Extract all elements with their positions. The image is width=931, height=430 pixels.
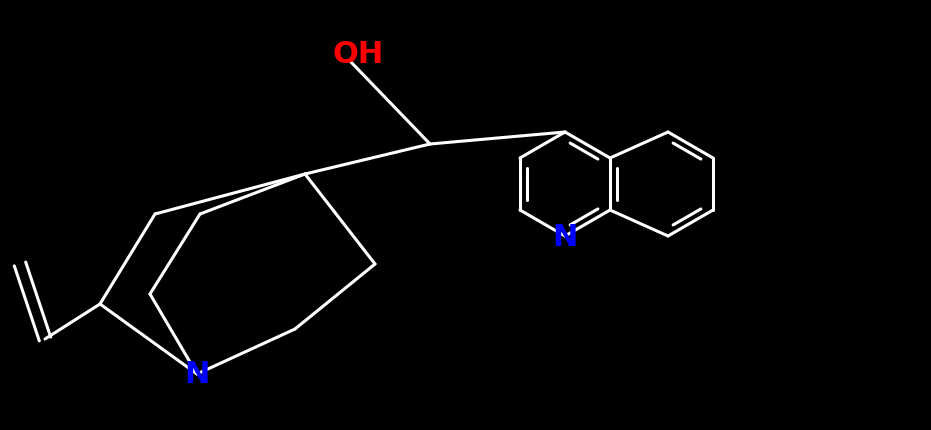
Text: N: N bbox=[184, 359, 209, 389]
Text: N: N bbox=[552, 222, 578, 251]
Text: OH: OH bbox=[332, 40, 384, 68]
